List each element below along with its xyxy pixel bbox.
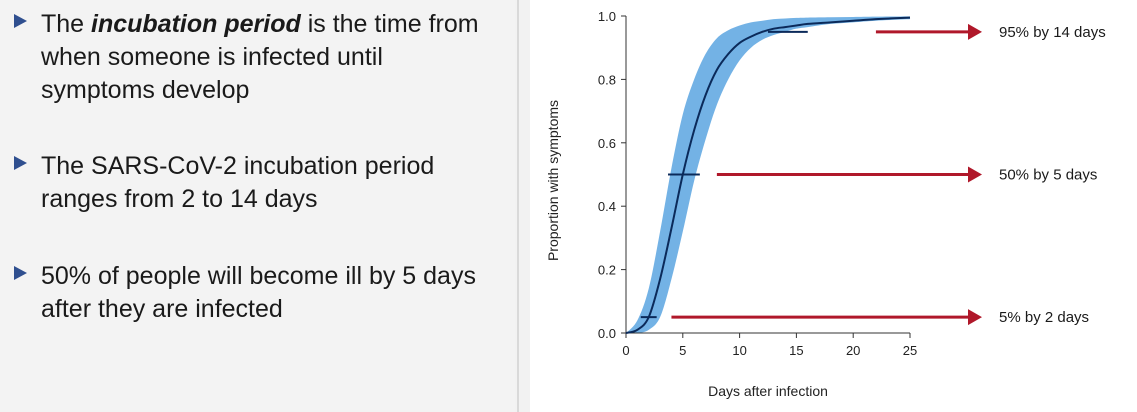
bullet-incubation-definition: The incubation period is the time from w… [8,8,501,107]
triangle-bullet-icon [14,266,27,280]
x-tick-label: 25 [903,343,917,358]
confidence-band [626,16,910,334]
arrow-head-icon [968,166,982,183]
bullet-fifty-percent: 50% of people will become ill by 5 days … [8,260,501,326]
x-tick-label: 0 [622,343,629,358]
arrow-head-icon [968,309,982,326]
y-tick-label: 0.4 [598,199,616,214]
bullet-text: The SARS-CoV-2 incubation period ranges … [41,152,435,213]
cumulative-curve-line [625,16,911,334]
incubation-chart: 0.0 0.2 0.4 0.6 0.8 1.0 0 5 10 15 20 25 Days after i… [545,9,1106,399]
y-tick-label: 1.0 [598,9,616,24]
x-tick-label: 10 [732,343,746,358]
y-axis-label: Proportion with symptoms [545,100,561,261]
bullet-text: 50% of people will become ill by 5 days … [41,262,476,323]
annotation-label: 95% by 14 days [999,24,1106,41]
y-tick-label: 0.6 [598,136,616,151]
bullet-panel: The incubation period is the time from w… [0,0,515,412]
x-tick-label: 20 [846,343,860,358]
emphasis-term: incubation period [91,10,301,38]
y-tick-label: 0.0 [598,326,616,341]
arrow-head-icon [968,23,982,40]
annotation-label: 50% by 5 days [999,167,1097,184]
x-tick-label: 5 [679,343,686,358]
y-tick-label: 0.2 [598,263,616,278]
bullet-incubation-range: The SARS-CoV-2 incubation period ranges … [8,150,501,216]
x-tick-label: 15 [789,343,803,358]
triangle-bullet-icon [14,14,27,28]
chart-panel [530,0,1137,412]
x-axis-label: Days after infection [708,383,828,399]
annotation-label: 5% by 2 days [999,309,1089,326]
panel-divider [517,0,519,412]
triangle-bullet-icon [14,156,27,170]
bullet-text: The incubation period is the time from w… [41,10,479,104]
y-tick-label: 0.8 [598,72,616,87]
